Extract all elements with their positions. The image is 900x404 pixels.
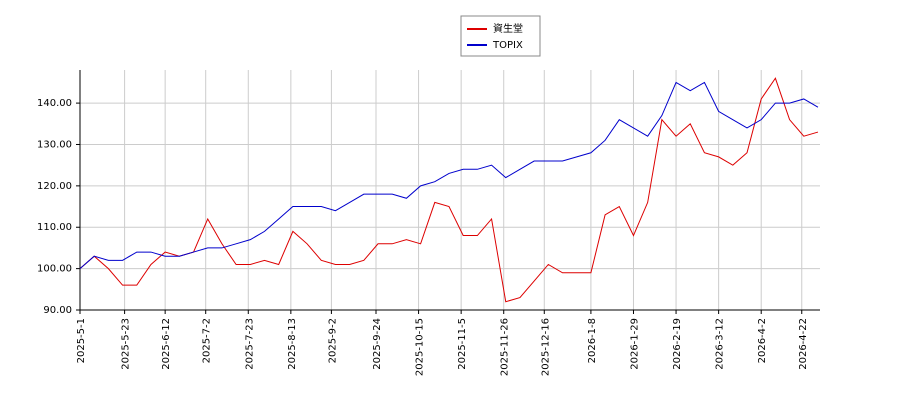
x-tick-label: 2025-7-2	[202, 318, 213, 363]
x-tick-label: 2025-9-24	[372, 318, 383, 370]
legend-label: TOPIX	[492, 40, 523, 51]
x-tick-label: 2025-11-26	[500, 318, 511, 376]
x-tick-label: 2025-11-5	[457, 318, 468, 370]
x-tick-label: 2025-7-23	[244, 318, 255, 370]
x-tick-label: 2025-5-1	[76, 318, 87, 363]
series-line	[79, 81, 819, 269]
y-tick-label: 90.00	[43, 305, 72, 316]
x-tick-label: 2026-4-22	[798, 318, 809, 370]
legend-box	[460, 15, 541, 57]
x-tick-label: 2026-1-8	[587, 318, 598, 363]
x-tick-label: 2025-9-2	[327, 318, 338, 363]
x-tick-label: 2025-5-23	[121, 318, 132, 370]
y-tick-label: 120.00	[37, 181, 72, 192]
x-tick-label: 2026-4-2	[757, 318, 768, 363]
y-tick-label: 110.00	[37, 222, 72, 233]
x-tick-label: 2025-10-15	[415, 318, 426, 376]
y-tick-label: 140.00	[37, 98, 72, 109]
y-tick-label: 100.00	[37, 264, 72, 275]
y-tick-label: 130.00	[37, 139, 72, 150]
x-tick-label: 2026-1-29	[629, 318, 640, 370]
series-line	[79, 77, 819, 303]
x-tick-label: 2025-6-12	[161, 318, 172, 370]
legend-label: 資生堂	[493, 22, 523, 35]
x-tick-label: 2025-8-13	[287, 318, 298, 370]
x-tick-label: 2026-2-19	[672, 318, 683, 370]
x-tick-label: 2025-12-16	[540, 318, 551, 376]
x-tick-label: 2026-3-12	[715, 318, 726, 370]
